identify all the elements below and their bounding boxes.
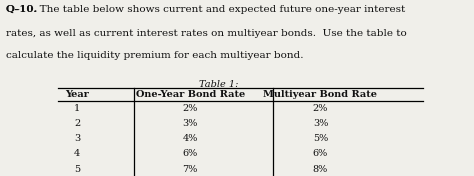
Text: Table 1:: Table 1: <box>199 80 238 89</box>
Text: 2%: 2% <box>313 104 328 113</box>
Text: Multiyear Bond Rate: Multiyear Bond Rate <box>264 90 377 99</box>
Text: 6%: 6% <box>313 149 328 158</box>
Text: 6%: 6% <box>182 149 198 158</box>
Text: Q–10.: Q–10. <box>6 5 38 14</box>
Text: rates, as well as current interest rates on multiyear bonds.  Use the table to: rates, as well as current interest rates… <box>6 29 407 38</box>
Text: 3: 3 <box>74 134 81 143</box>
Text: calculate the liquidity premium for each multiyear bond.: calculate the liquidity premium for each… <box>6 51 303 61</box>
Text: 1: 1 <box>74 104 81 113</box>
Text: 4%: 4% <box>182 134 198 143</box>
Text: 8%: 8% <box>313 165 328 174</box>
Text: 2%: 2% <box>182 104 198 113</box>
Text: 2: 2 <box>74 119 81 128</box>
Text: 7%: 7% <box>182 165 198 174</box>
Text: Q–10. The table below shows current and expected future one-year interest: Q–10. The table below shows current and … <box>6 5 405 14</box>
Text: One-Year Bond Rate: One-Year Bond Rate <box>136 90 245 99</box>
Text: 5: 5 <box>74 165 81 174</box>
Text: 3%: 3% <box>182 119 198 128</box>
Text: 3%: 3% <box>313 119 328 128</box>
Text: Year: Year <box>65 90 89 99</box>
Text: 4: 4 <box>74 149 81 158</box>
Text: 5%: 5% <box>313 134 328 143</box>
